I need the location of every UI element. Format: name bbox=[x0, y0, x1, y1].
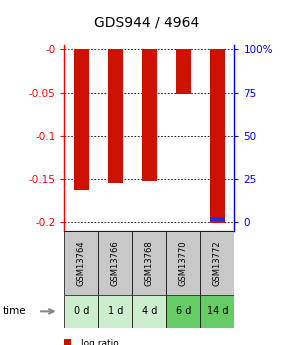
Text: GSM13768: GSM13768 bbox=[145, 240, 154, 286]
Bar bbox=[176, 49, 191, 94]
Text: GSM13766: GSM13766 bbox=[111, 240, 120, 286]
Text: 14 d: 14 d bbox=[207, 306, 228, 316]
Bar bbox=[108, 49, 123, 184]
Bar bbox=[98, 295, 132, 328]
Text: 6 d: 6 d bbox=[176, 306, 191, 316]
Bar bbox=[200, 295, 234, 328]
Bar bbox=[132, 231, 166, 295]
Bar bbox=[210, 49, 225, 223]
Bar bbox=[64, 295, 98, 328]
Bar bbox=[64, 231, 98, 295]
Bar bbox=[74, 49, 89, 190]
Bar bbox=[210, 217, 225, 221]
Text: GDS944 / 4964: GDS944 / 4964 bbox=[94, 16, 199, 29]
Bar bbox=[166, 295, 200, 328]
Text: 4 d: 4 d bbox=[142, 306, 157, 316]
Bar bbox=[142, 49, 157, 181]
Text: log ratio: log ratio bbox=[81, 339, 118, 345]
Text: GSM13770: GSM13770 bbox=[179, 240, 188, 286]
Text: 1 d: 1 d bbox=[108, 306, 123, 316]
Bar bbox=[98, 231, 132, 295]
Bar bbox=[200, 231, 234, 295]
Text: time: time bbox=[3, 306, 27, 316]
Text: 0 d: 0 d bbox=[74, 306, 89, 316]
Bar bbox=[132, 295, 166, 328]
Text: GSM13764: GSM13764 bbox=[77, 240, 86, 286]
Bar bbox=[64, 339, 71, 345]
Bar bbox=[166, 231, 200, 295]
Text: GSM13772: GSM13772 bbox=[213, 240, 222, 286]
